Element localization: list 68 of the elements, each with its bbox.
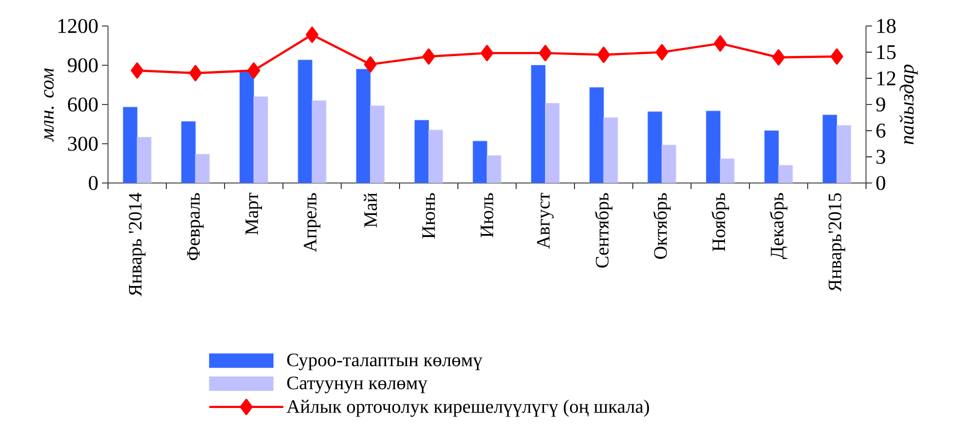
point (130, 62, 144, 79)
bar (298, 60, 312, 183)
bar (370, 106, 385, 183)
bar (254, 96, 268, 183)
point (772, 49, 785, 66)
bar (195, 154, 210, 183)
point (480, 44, 494, 62)
point (830, 48, 844, 65)
bar (822, 114, 838, 183)
y-tick-label: 1200 (58, 18, 98, 34)
bar (136, 136, 152, 183)
x-tick-label: Январь '2014 (128, 192, 146, 296)
bar (240, 72, 254, 183)
bar (720, 158, 734, 183)
bar (428, 130, 443, 183)
point (597, 46, 610, 63)
bar (312, 100, 326, 183)
point (364, 56, 377, 72)
x-tick-label: Май (364, 192, 377, 228)
legend-label: Айлык орточолук кирешелүүлүгү (оң шкала) (286, 400, 649, 417)
legend-label: Сатуунун көлөмү (287, 376, 428, 394)
x-tick-label: Апрель (304, 193, 320, 252)
y2-tick-label: 0 (876, 176, 886, 190)
point (306, 26, 318, 43)
x-tick-label: Март (246, 192, 262, 235)
bar (706, 110, 720, 183)
point (538, 44, 552, 62)
x-tick-label: Июль (480, 193, 494, 238)
x-tick-label: Август (537, 192, 554, 249)
bar (356, 68, 371, 183)
y-axis-title: млн. сом (44, 68, 54, 142)
bar (648, 111, 662, 183)
y2-tick-label: 12 (877, 71, 896, 86)
y-tick-label: 600 (68, 97, 98, 112)
bar (414, 120, 429, 183)
y2-tick-label: 9 (876, 97, 886, 112)
x-tick-label: Октябрь (653, 193, 671, 259)
point (247, 62, 260, 79)
point (656, 44, 668, 60)
x-tick-label: Декабрь (770, 193, 788, 259)
bar (764, 130, 779, 183)
y-tick-label: 300 (68, 136, 98, 151)
y2-axis-title: пайыздар (899, 64, 918, 144)
y2-tick-label: 6 (876, 124, 886, 138)
legend-label: Суроо-талаптын көлөмү (287, 354, 482, 370)
point (422, 48, 436, 65)
y2-tick-label: 18 (877, 18, 896, 34)
x-tick-label: Июнь (422, 193, 435, 239)
bar (531, 64, 546, 183)
bar (662, 144, 676, 183)
bar (589, 87, 604, 183)
bar (181, 121, 196, 183)
bar (472, 140, 488, 183)
x-tick-label: Январь'2015 (828, 193, 846, 292)
y2-tick-label: 3 (876, 150, 886, 164)
point (189, 65, 202, 82)
x-tick-label: Сентябрь (594, 193, 612, 268)
bar (122, 106, 138, 183)
x-tick-label: Ноябрь (711, 193, 730, 252)
bar (836, 125, 852, 183)
bar (603, 117, 618, 183)
y-tick-label: 0 (88, 176, 98, 190)
bar (486, 155, 502, 183)
y2-tick-label: 15 (877, 45, 896, 60)
x-tick-label: Февраль (187, 193, 204, 260)
y-tick-label: 900 (68, 58, 98, 72)
bar (545, 102, 560, 183)
point (714, 35, 727, 52)
